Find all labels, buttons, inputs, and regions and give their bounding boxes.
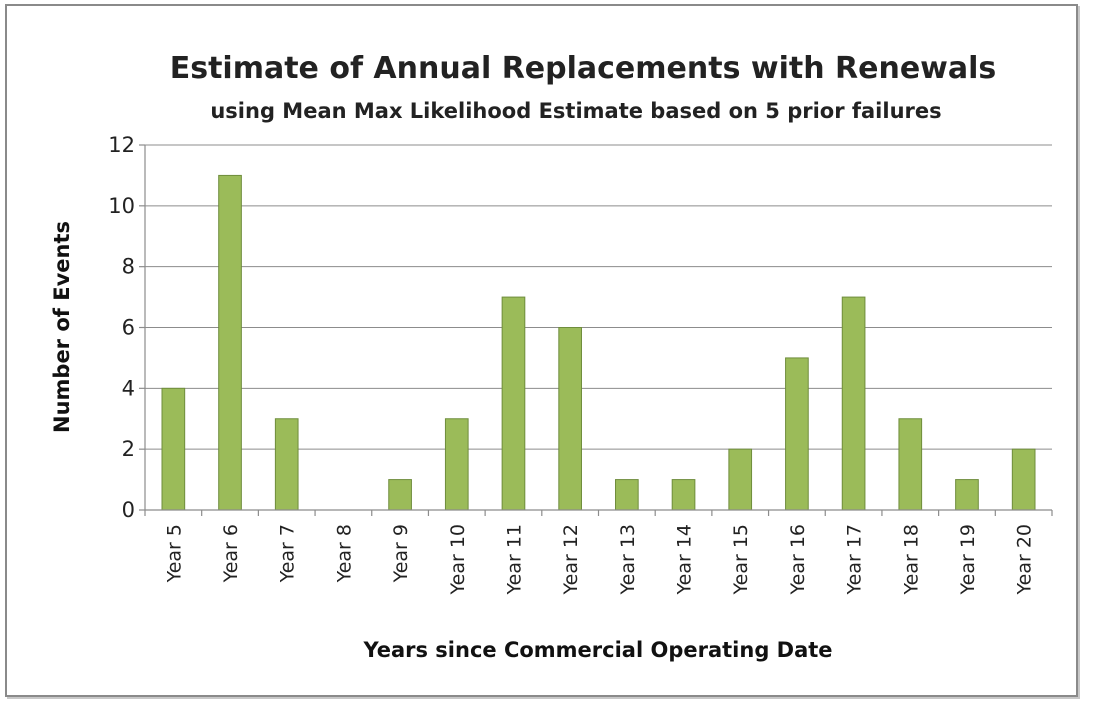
x-tick-label: Year 18	[900, 524, 922, 595]
chart-subtitle: using Mean Max Likelihood Estimate based…	[210, 99, 941, 123]
x-tick-label: Year 13	[617, 524, 639, 595]
x-tick-label: Year 15	[730, 524, 752, 595]
x-tick-label: Year 10	[447, 524, 469, 595]
x-tick-label: Year 9	[390, 524, 412, 583]
x-tick-label: Year 8	[333, 524, 355, 583]
bar-year-7	[274, 418, 299, 511]
x-tick-label: Year 20	[1014, 524, 1036, 595]
bar-year-5	[161, 387, 186, 511]
y-tick-labels: 0 2 4 6 8 10 12	[108, 133, 135, 522]
x-tick-label: Year 16	[787, 524, 809, 595]
x-tick-label: Year 5	[163, 524, 185, 583]
bar-year-9	[388, 479, 412, 511]
x-tick-label: Year 7	[277, 524, 299, 583]
x-tick-label: Year 19	[957, 524, 979, 595]
bar-year-19	[955, 479, 979, 511]
bar-year-14	[671, 479, 696, 511]
y-tick-label: 2	[122, 437, 135, 461]
axes	[144, 145, 1052, 511]
bars	[161, 174, 1036, 511]
y-axis-label: Number of Events	[50, 221, 74, 433]
x-tick-labels: Year 5 Year 6 Year 7 Year 8 Year 9 Year 10 Yea…	[163, 524, 1035, 595]
y-tick-label: 8	[122, 255, 135, 279]
x-tick-label: Year 11	[503, 524, 525, 595]
bar-year-17	[841, 296, 866, 511]
y-tick-label: 6	[122, 316, 135, 340]
chart-title: Estimate of Annual Replacements with Ren…	[170, 51, 997, 86]
chart-frame	[5, 4, 1078, 697]
y-tick-label: 12	[108, 133, 135, 157]
y-tick-label: 4	[122, 376, 135, 400]
x-tick-label: Year 17	[844, 524, 866, 595]
bar-year-15	[728, 448, 753, 511]
bar-year-11	[501, 296, 526, 511]
bar-year-18	[898, 418, 923, 511]
bar-year-16	[785, 357, 809, 511]
bar-year-20	[1011, 448, 1036, 511]
x-tick-label: Year 12	[560, 524, 582, 595]
x-tick-label: Year 14	[674, 524, 696, 595]
bar-year-10	[444, 418, 469, 511]
y-tick-label: 0	[122, 498, 135, 522]
y-tick-label: 10	[108, 194, 135, 218]
x-axis-label: Years since Commercial Operating Date	[362, 638, 832, 662]
x-tick-label: Year 6	[220, 524, 242, 583]
bar-year-6	[218, 174, 242, 511]
bar-year-13	[615, 479, 639, 511]
bar-year-12	[558, 327, 582, 511]
